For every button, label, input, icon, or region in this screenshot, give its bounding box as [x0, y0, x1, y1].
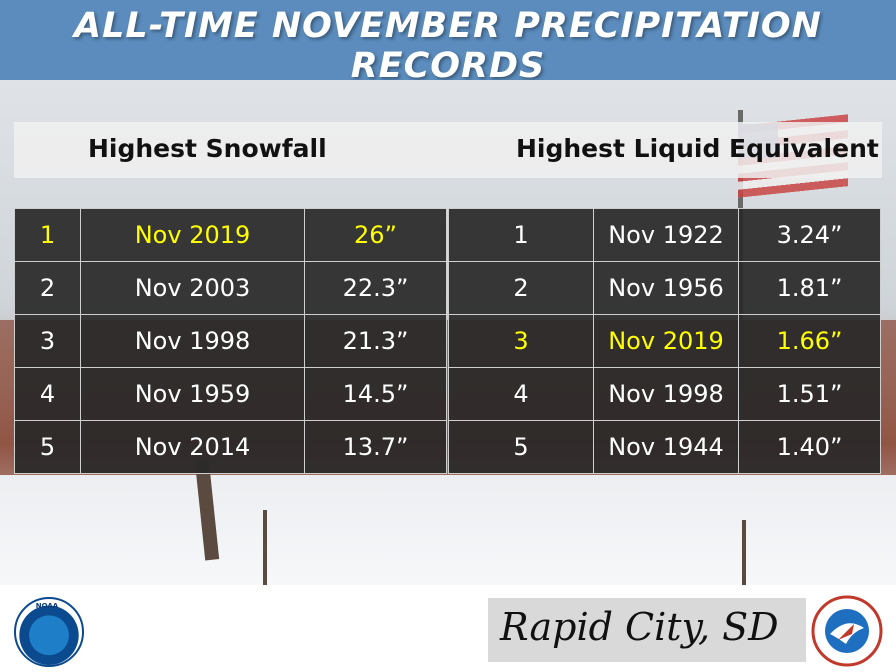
- table-row: 1 Nov 1922 3.24”: [448, 208, 881, 262]
- table-row: 3 Nov 1998 21.3”: [14, 314, 447, 368]
- cell-value: 1.81”: [738, 261, 881, 315]
- table-row: 1 Nov 2019 26”: [14, 208, 447, 262]
- cell-rank: 5: [14, 420, 81, 474]
- cell-rank: 1: [448, 208, 594, 262]
- location-box: [488, 598, 806, 662]
- cell-value: 3.24”: [738, 208, 881, 262]
- cell-value: 26”: [304, 208, 447, 262]
- cell-month: Nov 1998: [593, 367, 739, 421]
- cell-rank: 1: [14, 208, 81, 262]
- sign-post: [263, 510, 267, 585]
- cell-value: 1.66”: [738, 314, 881, 368]
- cell-rank: 3: [448, 314, 594, 368]
- cell-rank: 2: [448, 261, 594, 315]
- noaa-logo: [14, 597, 84, 667]
- cell-rank: 2: [14, 261, 81, 315]
- snowfall-heading: Highest Snowfall: [88, 134, 327, 163]
- cell-month: Nov 2003: [80, 261, 305, 315]
- cell-month: Nov 2014: [80, 420, 305, 474]
- cell-value: 1.51”: [738, 367, 881, 421]
- nws-logo: [811, 595, 883, 667]
- cell-month: Nov 1956: [593, 261, 739, 315]
- table-row: 2 Nov 1956 1.81”: [448, 261, 881, 315]
- cell-value: 21.3”: [304, 314, 447, 368]
- table-row: 4 Nov 1998 1.51”: [448, 367, 881, 421]
- snowfall-table: 1 Nov 2019 26” 2 Nov 2003 22.3” 3 Nov 1998 21.3”…: [14, 208, 447, 474]
- cell-rank: 4: [14, 367, 81, 421]
- sign-post: [742, 520, 746, 585]
- cell-month: Nov 1944: [593, 420, 739, 474]
- cell-month: Nov 2019: [80, 208, 305, 262]
- table-row: 2 Nov 2003 22.3”: [14, 261, 447, 315]
- cell-rank: 5: [448, 420, 594, 474]
- cell-value: 1.40”: [738, 420, 881, 474]
- cell-month: Nov 2019: [593, 314, 739, 368]
- heading-band: [14, 122, 882, 178]
- page-title: ALL-TIME NOVEMBER PRECIPITATION RECORDS: [74, 6, 822, 86]
- liquid-table: 1 Nov 1922 3.24” 2 Nov 1956 1.81” 3 Nov 2019 1.6…: [448, 208, 881, 474]
- cell-value: 22.3”: [304, 261, 447, 315]
- snow-ground: [0, 475, 896, 585]
- table-row: 5 Nov 1944 1.40”: [448, 420, 881, 474]
- liquid-heading: Highest Liquid Equivalent: [516, 134, 879, 163]
- cell-month: Nov 1998: [80, 314, 305, 368]
- cell-rank: 4: [448, 367, 594, 421]
- title-banner: ALL-TIME NOVEMBER PRECIPITATION RECORDS: [0, 0, 896, 86]
- location-label: Rapid City, SD: [500, 605, 779, 649]
- cell-rank: 3: [14, 314, 81, 368]
- cell-month: Nov 1959: [80, 367, 305, 421]
- cell-value: 14.5”: [304, 367, 447, 421]
- cell-month: Nov 1922: [593, 208, 739, 262]
- table-row: 4 Nov 1959 14.5”: [14, 367, 447, 421]
- cell-value: 13.7”: [304, 420, 447, 474]
- noaa-logo-text: NOAA: [35, 602, 59, 610]
- table-row: 3 Nov 2019 1.66”: [448, 314, 881, 368]
- table-row: 5 Nov 2014 13.7”: [14, 420, 447, 474]
